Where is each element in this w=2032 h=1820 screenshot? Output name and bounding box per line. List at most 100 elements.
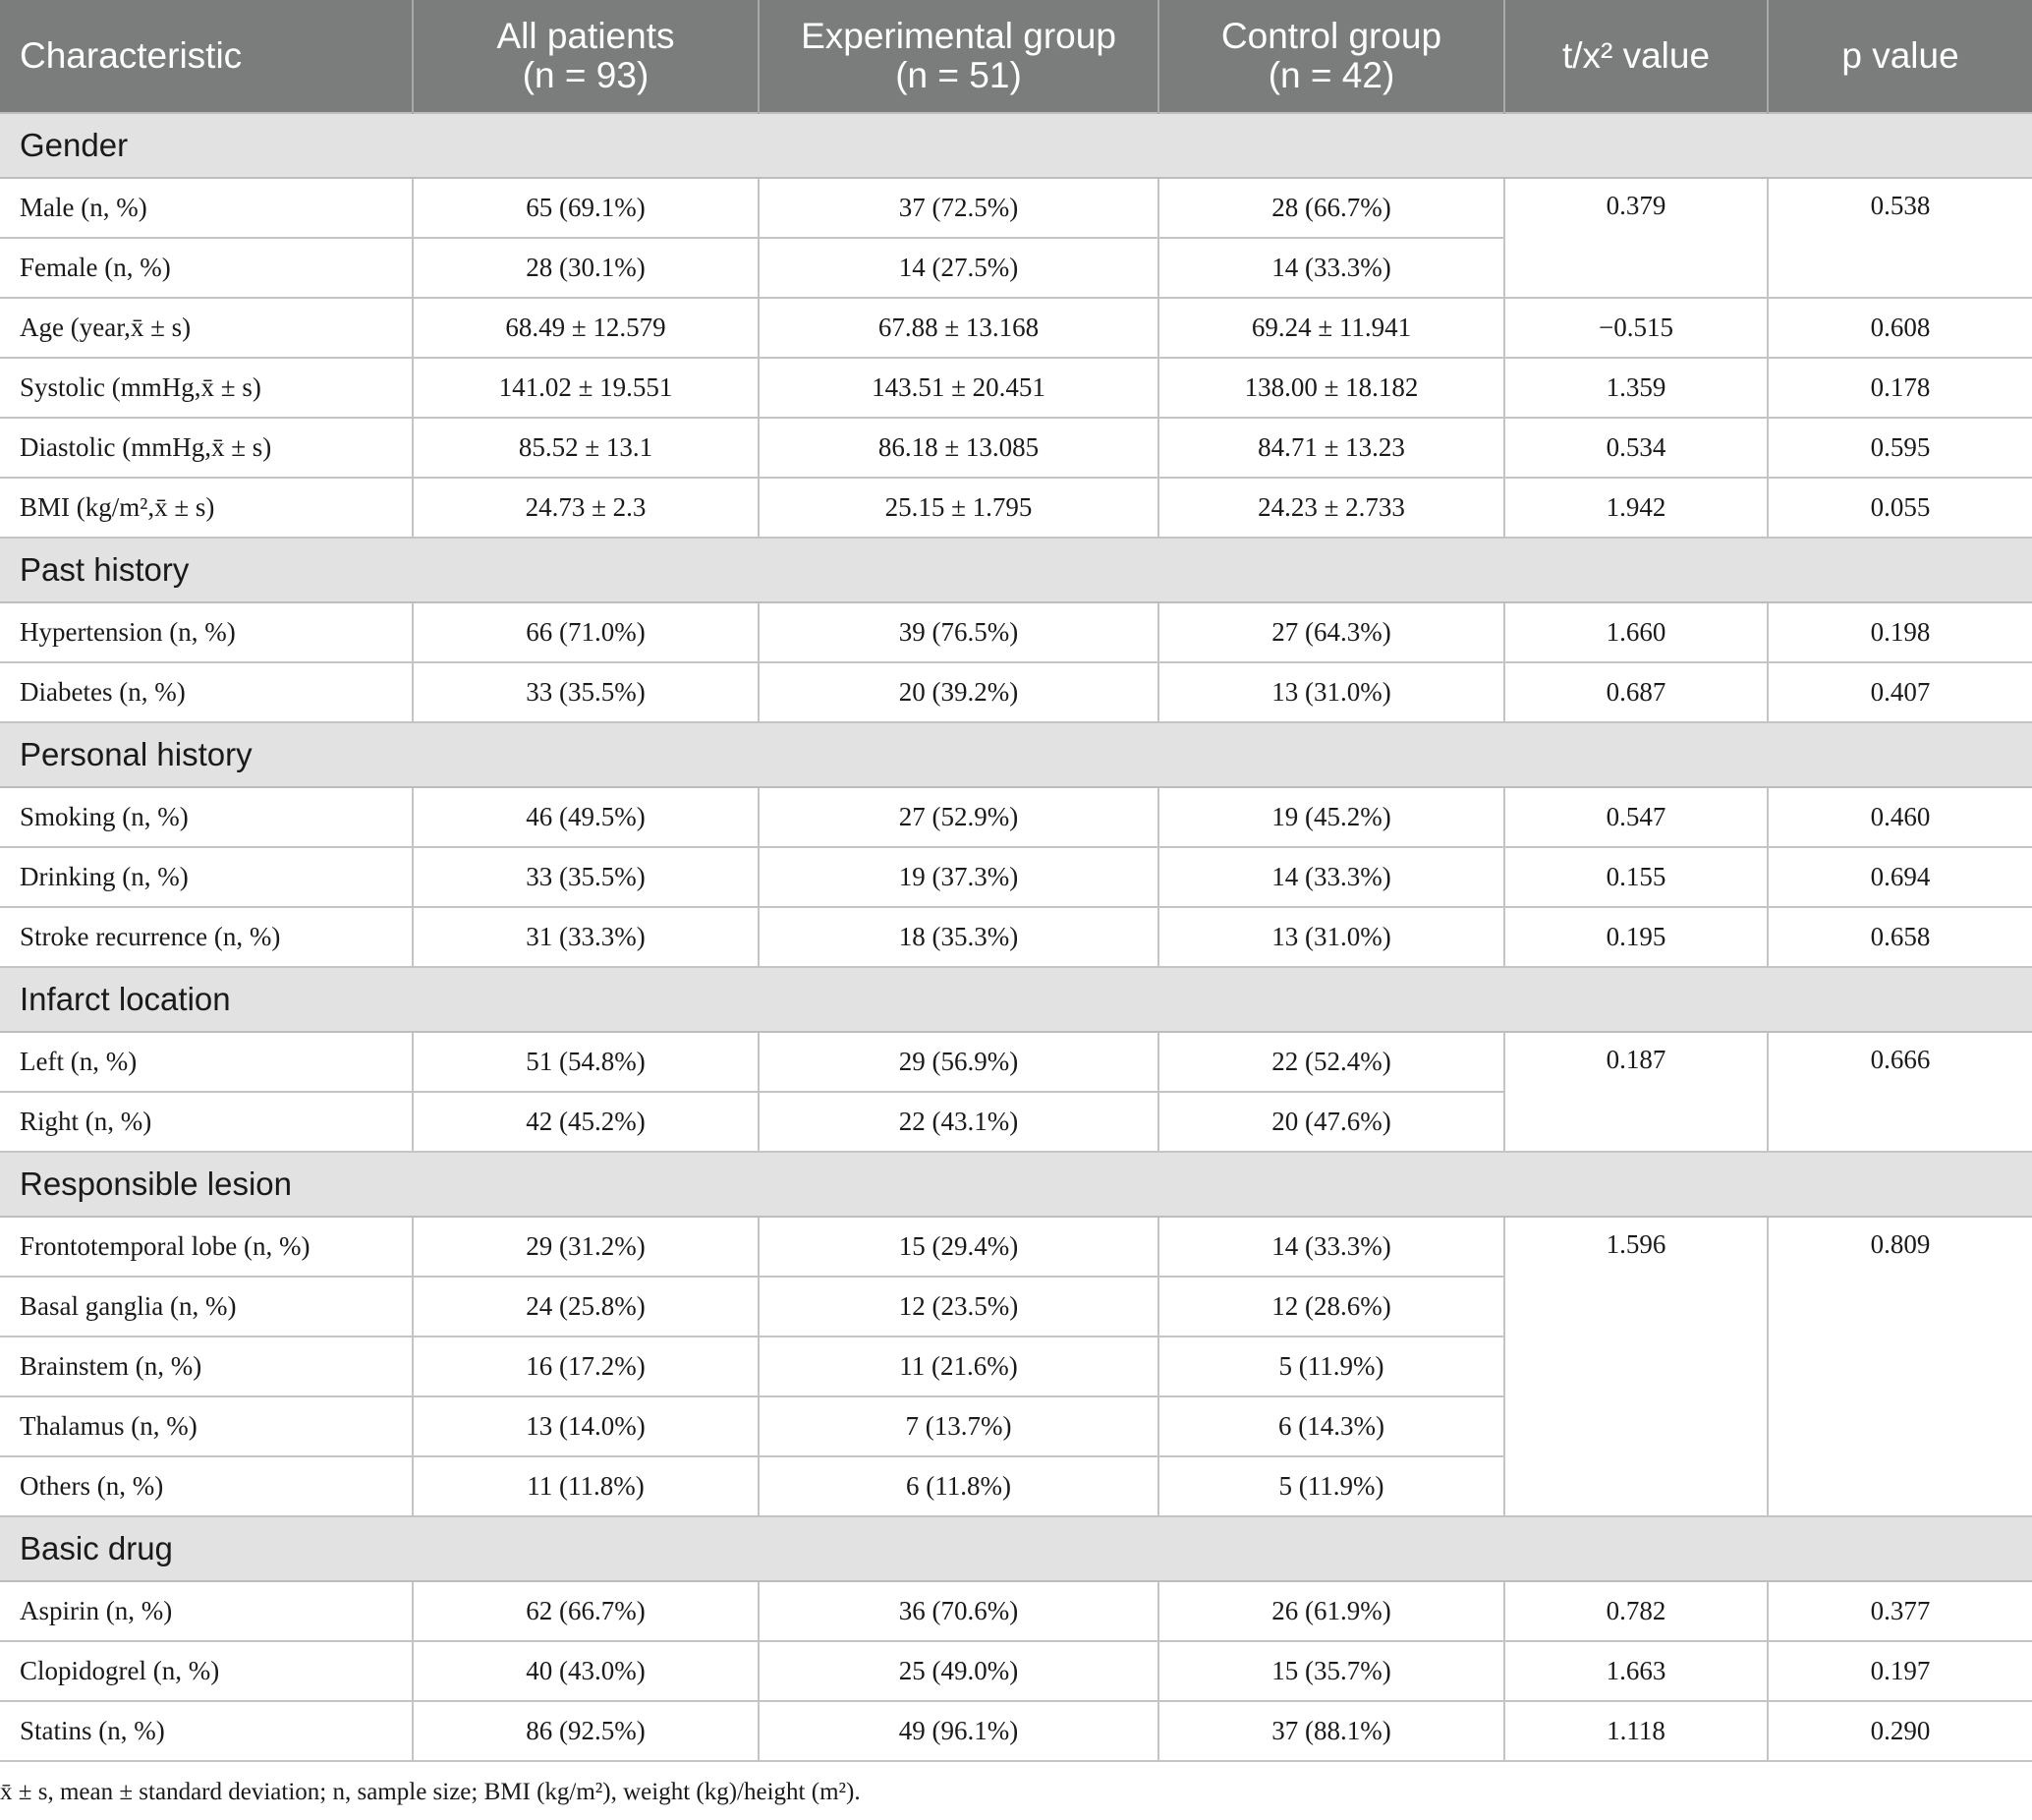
experimental-group-cell: 12 (23.5%) (758, 1276, 1159, 1337)
all-patients-cell: 11 (11.8%) (412, 1455, 760, 1517)
header-row: Characteristic All patients (n = 93) Experi… (0, 0, 2032, 113)
section-row: Basic drug (0, 1515, 2032, 1582)
all-patients-cell: 40 (43.0%) (412, 1640, 760, 1702)
control-group-cell: 27 (64.3%) (1157, 601, 1505, 663)
p-value-cell: 0.538 (1767, 177, 2032, 299)
section-title: Gender (0, 112, 2032, 179)
control-group-cell: 28 (66.7%) (1157, 177, 1505, 239)
test-statistic-cell: −0.515 (1503, 297, 1769, 359)
row-label: Thalamus (n, %) (0, 1395, 414, 1457)
table-footnote: x̄ ± s, mean ± standard deviation; n, sa… (0, 1779, 861, 1805)
p-value-cell: 0.666 (1767, 1031, 2032, 1153)
row-label: Aspirin (n, %) (0, 1580, 414, 1642)
control-group-cell: 6 (14.3%) (1157, 1395, 1504, 1457)
experimental-group-cell: 27 (52.9%) (758, 786, 1159, 848)
table-row: Age (year,x̄ ± s) 68.49 ± 12.579 67.88 ± 1… (0, 297, 2032, 359)
control-group-cell: 14 (33.3%) (1157, 846, 1505, 908)
row-label: Statins (n, %) (0, 1700, 414, 1762)
test-statistic-cell: 1.118 (1503, 1700, 1769, 1762)
section-row: Gender (0, 112, 2032, 179)
control-group-cell: 26 (61.9%) (1157, 1580, 1505, 1642)
test-statistic-cell: 1.596 (1503, 1216, 1769, 1517)
table-row: Diabetes (n, %) 33 (35.5%) 20 (39.2%) 13 (3… (0, 661, 2032, 723)
section-row: Personal history (0, 721, 2032, 788)
control-group-cell: 5 (11.9%) (1157, 1336, 1504, 1397)
p-value-cell: 0.608 (1767, 297, 2032, 359)
test-statistic-cell: 0.782 (1503, 1580, 1769, 1642)
all-patients-cell: 31 (33.3%) (412, 906, 760, 968)
column-header: Control group (n = 42) (1157, 0, 1504, 113)
experimental-group-cell: 25 (49.0%) (758, 1640, 1159, 1702)
p-value-cell: 0.595 (1767, 417, 2032, 479)
section-title: Past history (0, 537, 2032, 603)
section-title: Basic drug (0, 1515, 2032, 1582)
row-label: Basal ganglia (n, %) (0, 1276, 414, 1337)
table-row: Hypertension (n, %) 66 (71.0%) 39 (76.5%) 2… (0, 601, 2032, 663)
column-header-line1: Characteristic (20, 35, 243, 76)
control-group-cell: 20 (47.6%) (1157, 1091, 1504, 1153)
test-statistic-cell: 0.187 (1503, 1031, 1769, 1153)
experimental-group-cell: 67.88 ± 13.168 (758, 297, 1159, 359)
table-row: Brainstem (n, %) 16 (17.2%) 11 (21.6%) 5 (1… (0, 1336, 2032, 1397)
row-label: Right (n, %) (0, 1091, 414, 1153)
all-patients-cell: 42 (45.2%) (412, 1091, 760, 1153)
table-row: Frontotemporal lobe (n, %) 29 (31.2%) 15 (… (0, 1216, 2032, 1517)
experimental-group-cell: 18 (35.3%) (758, 906, 1159, 968)
test-statistic-cell: 0.195 (1503, 906, 1769, 968)
row-label: Age (year,x̄ ± s) (0, 297, 414, 359)
control-group-cell: 138.00 ± 18.182 (1157, 357, 1505, 419)
all-patients-cell: 51 (54.8%) (412, 1031, 760, 1093)
all-patients-cell: 29 (31.2%) (412, 1216, 760, 1278)
column-header-line2: (n = 42) (1268, 55, 1395, 95)
column-header-line1: Experimental group (801, 16, 1116, 56)
experimental-group-cell: 29 (56.9%) (758, 1031, 1159, 1093)
experimental-group-cell: 25.15 ± 1.795 (758, 477, 1159, 539)
all-patients-cell: 141.02 ± 19.551 (412, 357, 760, 419)
test-statistic-cell: 1.660 (1503, 601, 1769, 663)
experimental-group-cell: 19 (37.3%) (758, 846, 1159, 908)
section-row: Responsible lesion (0, 1151, 2032, 1218)
all-patients-cell: 24 (25.8%) (412, 1276, 760, 1337)
table-row: Clopidogrel (n, %) 40 (43.0%) 25 (49.0%) 15… (0, 1640, 2032, 1702)
row-label: Female (n, %) (0, 237, 414, 299)
all-patients-cell: 65 (69.1%) (412, 177, 760, 239)
table-row: Stroke recurrence (n, %) 31 (33.3%) 18 (35… (0, 906, 2032, 968)
experimental-group-cell: 11 (21.6%) (758, 1336, 1159, 1397)
all-patients-cell: 66 (71.0%) (412, 601, 760, 663)
p-value-cell: 0.809 (1767, 1216, 2032, 1517)
table-row: Right (n, %) 42 (45.2%) 22 (43.1%) 20 (47.6… (0, 1091, 2032, 1153)
column-header: Characteristic (0, 0, 413, 113)
all-patients-cell: 28 (30.1%) (412, 237, 760, 299)
control-group-cell: 14 (33.3%) (1157, 237, 1504, 299)
all-patients-cell: 85.52 ± 13.1 (412, 417, 760, 479)
column-header-line2: (n = 51) (895, 55, 1022, 95)
section-row: Infarct location (0, 966, 2032, 1033)
table-row: Statins (n, %) 86 (92.5%) 49 (96.1%) 37 (88… (0, 1700, 2032, 1762)
table-row: Female (n, %) 28 (30.1%) 14 (27.5%) 14 (33.… (0, 237, 2032, 299)
table-header: Characteristic All patients (n = 93) Experi… (0, 0, 2032, 113)
all-patients-cell: 86 (92.5%) (412, 1700, 760, 1762)
row-label: Male (n, %) (0, 177, 414, 239)
table-row: BMI (kg/m²,x̄ ± s) 24.73 ± 2.3 25.15 ± 1.7… (0, 477, 2032, 539)
row-label: BMI (kg/m²,x̄ ± s) (0, 477, 414, 539)
row-label: Others (n, %) (0, 1455, 414, 1517)
baseline-characteristics-table: Characteristic All patients (n = 93) Experi… (0, 0, 2032, 1762)
experimental-group-cell: 14 (27.5%) (758, 237, 1159, 299)
table-row: Aspirin (n, %) 62 (66.7%) 36 (70.6%) 26 (61… (0, 1580, 2032, 1642)
row-label: Diastolic (mmHg,x̄ ± s) (0, 417, 414, 479)
p-value-cell: 0.407 (1767, 661, 2032, 723)
all-patients-cell: 13 (14.0%) (412, 1395, 760, 1457)
all-patients-cell: 33 (35.5%) (412, 846, 760, 908)
table-body: Gender Male (n, %) 65 (69.1%) 37 (72.5%) 28 … (0, 112, 2032, 1762)
test-statistic-cell: 0.379 (1503, 177, 1769, 299)
column-header-line2: (n = 93) (522, 55, 649, 95)
table-row: Male (n, %) 65 (69.1%) 37 (72.5%) 28 (66.7%… (0, 177, 2032, 299)
experimental-group-cell: 143.51 ± 20.451 (758, 357, 1159, 419)
row-label: Brainstem (n, %) (0, 1336, 414, 1397)
p-value-cell: 0.377 (1767, 1580, 2032, 1642)
p-value-cell: 0.055 (1767, 477, 2032, 539)
section-title: Responsible lesion (0, 1151, 2032, 1218)
test-statistic-cell: 0.687 (1503, 661, 1769, 723)
control-group-cell: 12 (28.6%) (1157, 1276, 1504, 1337)
table-row: Thalamus (n, %) 13 (14.0%) 7 (13.7%) 6 (14.… (0, 1395, 2032, 1457)
